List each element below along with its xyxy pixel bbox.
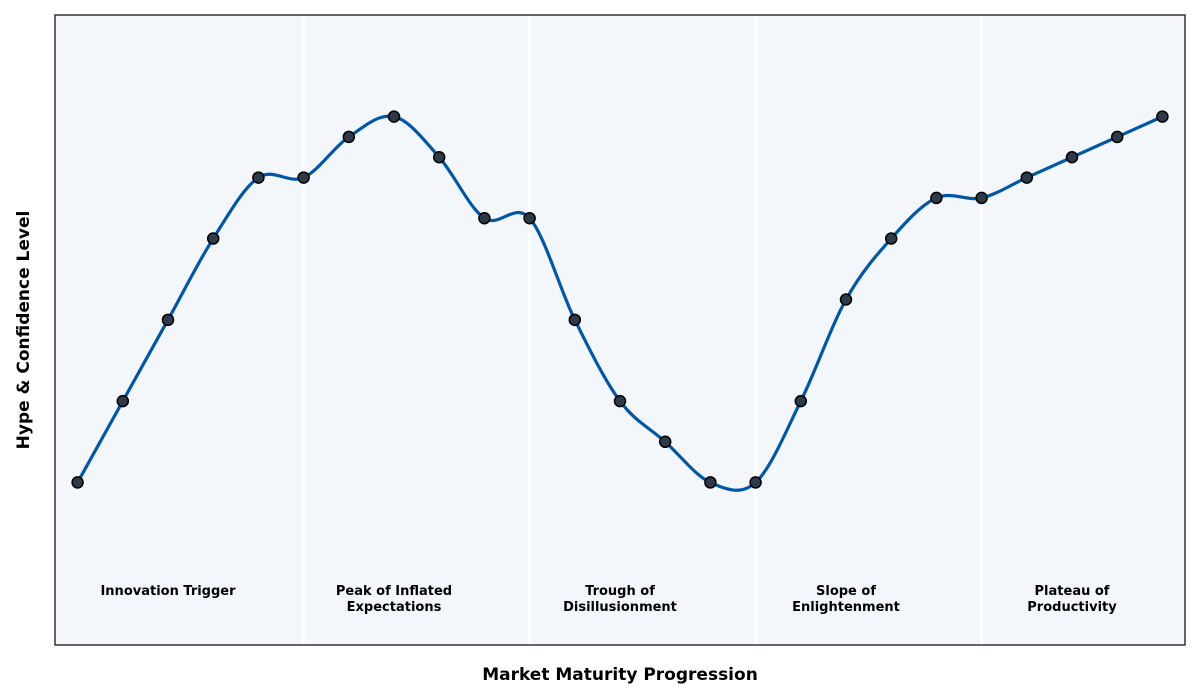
phase-label-line: Innovation Trigger — [100, 584, 236, 599]
series-line — [76, 114, 1164, 492]
phase-label-3: Trough of Disillusionment — [563, 584, 677, 615]
phase-label-line: Trough of — [585, 584, 655, 599]
data-point-2 — [161, 313, 175, 327]
data-point-19 — [930, 191, 943, 205]
data-point-15 — [749, 476, 762, 489]
phase-labels: Innovation Trigger Peak of Inflated Expect… — [100, 584, 1117, 615]
phase-label-4: Slope of Enlightenment — [792, 584, 900, 615]
data-point-3 — [206, 232, 220, 245]
data-point-6 — [342, 130, 356, 144]
data-point-13 — [658, 435, 672, 449]
data-point-17 — [839, 293, 853, 306]
phase-label-line: Expectations — [347, 600, 442, 615]
data-point-7 — [387, 110, 401, 123]
data-point-18 — [884, 232, 898, 245]
phase-label-5: Plateau of Productivity — [1027, 584, 1117, 615]
data-point-24 — [1156, 110, 1169, 123]
data-point-1 — [116, 394, 130, 408]
phase-label-1: Innovation Trigger — [100, 584, 236, 599]
y-axis-label: Hype & Confidence Level — [14, 211, 34, 450]
data-point-21 — [1020, 171, 1034, 184]
plot-frame — [54, 14, 1186, 646]
data-point-16 — [794, 394, 808, 408]
phase-label-line: Disillusionment — [563, 600, 677, 615]
data-point-0 — [71, 476, 84, 489]
data-point-11 — [568, 313, 582, 327]
data-point-5 — [297, 171, 310, 184]
data-point-23 — [1110, 130, 1124, 144]
data-point-10 — [523, 211, 536, 225]
phase-label-line: Enlightenment — [792, 600, 900, 615]
phase-label-line: Slope of — [816, 584, 876, 599]
data-point-4 — [252, 171, 265, 184]
data-point-14 — [704, 476, 717, 489]
phase-label-line: Productivity — [1027, 600, 1117, 615]
phase-label-line: Plateau of — [1035, 584, 1110, 599]
data-point-22 — [1065, 151, 1079, 164]
data-point-20 — [975, 191, 988, 205]
plot-area — [55, 15, 1185, 645]
data-points — [71, 110, 1169, 489]
data-point-9 — [478, 211, 491, 225]
data-point-12 — [613, 394, 627, 408]
data-point-8 — [432, 151, 446, 164]
phase-label-line: Peak of Inflated — [336, 584, 452, 599]
phase-label-2: Peak of Inflated Expectations — [336, 584, 452, 615]
x-axis-label: Market Maturity Progression — [482, 665, 758, 685]
phase-dividers — [302, 15, 984, 645]
